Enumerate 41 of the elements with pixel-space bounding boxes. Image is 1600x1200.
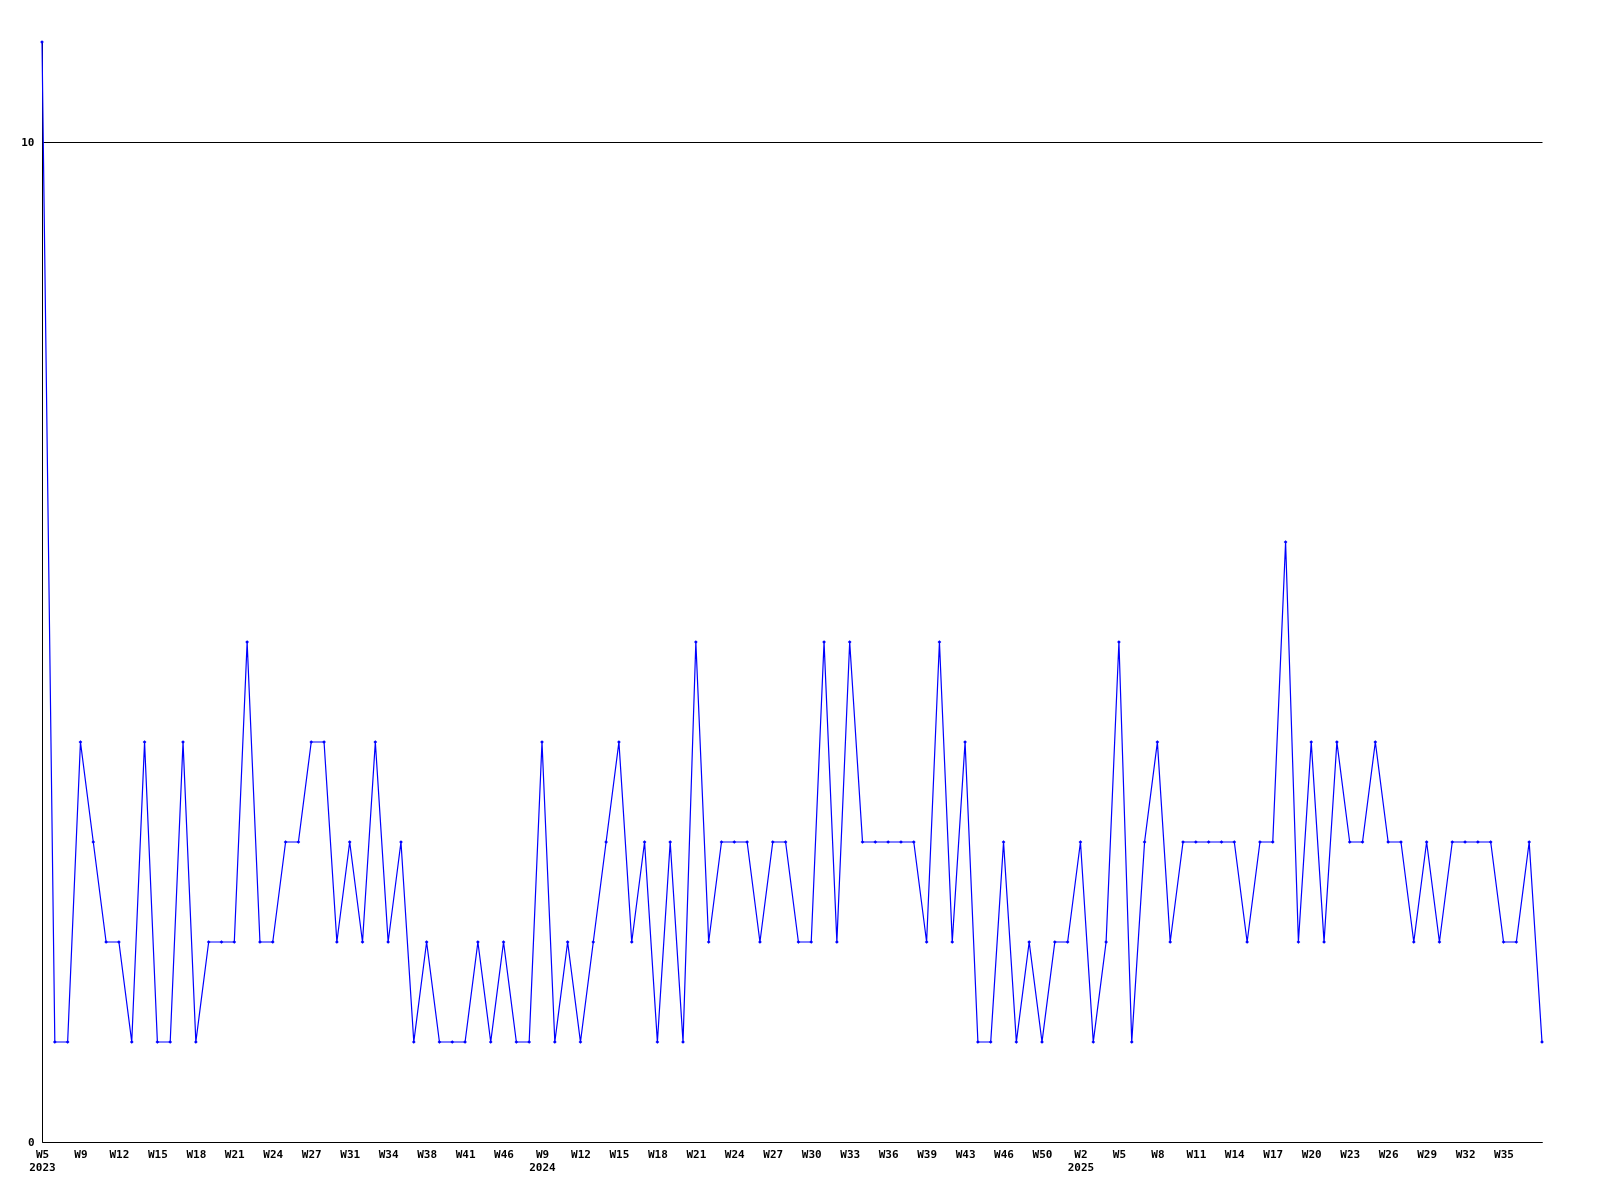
x-tick-label: W27 (763, 1147, 784, 1161)
x-tick-label: W39 (917, 1147, 938, 1161)
x-tick-label: W9 (74, 1147, 88, 1161)
x-tick-label: W15 (147, 1147, 168, 1161)
x-tick-label: W30 (801, 1147, 822, 1161)
x-tick-label: W12 (109, 1147, 130, 1161)
x-tick-label: W29 (1417, 1147, 1438, 1161)
x-tick-label: W41 (455, 1147, 476, 1161)
x-tick-label: W46 (494, 1147, 515, 1161)
x-tick-label: W15 (609, 1147, 630, 1161)
y-tick-label: 0 (27, 1135, 35, 1149)
x-tick-label: W18 (647, 1147, 668, 1161)
x-tick-label: W12 (571, 1147, 591, 1161)
x-tick-label: W24 (263, 1147, 284, 1161)
x-tick-label: W23 (1340, 1147, 1361, 1161)
x-tick-label: W46 (994, 1147, 1015, 1161)
x-tick-label: W21 (686, 1147, 707, 1161)
x-tick-label: W35 (1494, 1147, 1514, 1161)
x-tick-label: W14 (1224, 1147, 1246, 1161)
x-tick-label: W21 (224, 1147, 246, 1161)
x-tick-label: W11 (1186, 1147, 1207, 1161)
x-tick-label: W34 (378, 1147, 399, 1161)
x-tick-label: W18 (186, 1147, 207, 1161)
x-tick-label: W32 (1455, 1147, 1476, 1161)
x-tick-label: W20 (1301, 1147, 1322, 1161)
x-tick-label: W5 2023 (29, 1147, 56, 1174)
x-tick-label: W17 (1263, 1147, 1284, 1161)
x-tick-label: W9 2024 (529, 1147, 557, 1174)
x-tick-label: W27 (301, 1147, 322, 1161)
x-tick-label: W31 (340, 1147, 361, 1161)
x-tick-label: W36 (878, 1147, 899, 1161)
x-tick-label: W43 (955, 1147, 976, 1161)
x-tick-label: W33 (840, 1147, 861, 1161)
y-tick-label: 10 (21, 135, 35, 149)
x-tick-label: W5 (1112, 1147, 1127, 1161)
x-tick-label: W38 (417, 1147, 438, 1161)
x-tick-label: W50 (1032, 1147, 1053, 1161)
x-tick-label: W8 (1151, 1147, 1165, 1161)
x-tick-label: W26 (1378, 1147, 1399, 1161)
x-tick-label: W2 2025 (1067, 1147, 1095, 1174)
x-tick-label: W24 (724, 1147, 746, 1161)
